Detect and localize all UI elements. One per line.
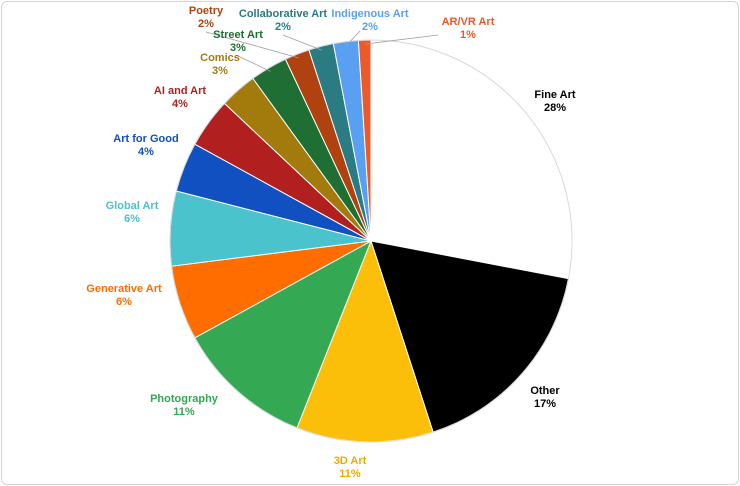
pie-outline bbox=[169, 39, 573, 443]
label-name-ar-vr-art: AR/VR Art bbox=[442, 16, 495, 28]
label-pct-fine-art: 28% bbox=[544, 102, 566, 114]
label-pct-3d-art: 11% bbox=[339, 468, 361, 480]
label-pct-ai-and-art: 4% bbox=[172, 98, 188, 110]
leader-indigenous-art bbox=[346, 30, 361, 46]
label-name-other: Other bbox=[530, 385, 560, 397]
label-name-comics: Comics bbox=[200, 52, 240, 64]
label-name-fine-art: Fine Art bbox=[534, 89, 575, 101]
label-name-indigenous-art: Indigenous Art bbox=[331, 8, 409, 20]
pie-slices bbox=[169, 39, 573, 443]
label-street-art: Street Art 3% bbox=[213, 29, 263, 54]
label-name-photography: Photography bbox=[150, 393, 219, 405]
label-name-poetry: Poetry bbox=[189, 5, 224, 17]
label-name-ai-and-art: AI and Art bbox=[154, 85, 206, 97]
label-pct-photography: 11% bbox=[173, 406, 195, 418]
label-ai-and-art: AI and Art 4% bbox=[154, 85, 206, 110]
label-indigenous-art: Indigenous Art 2% bbox=[331, 8, 409, 33]
label-pct-comics: 3% bbox=[212, 65, 228, 77]
label-pct-poetry: 2% bbox=[198, 18, 214, 30]
label-pct-generative-art: 6% bbox=[116, 296, 132, 308]
label-ar-vr-art: AR/VR Art 1% bbox=[442, 16, 495, 41]
label-global-art: Global Art 6% bbox=[106, 200, 159, 225]
label-name-3d-art: 3D Art bbox=[334, 455, 367, 467]
label-name-street-art: Street Art bbox=[213, 29, 263, 41]
label-pct-global-art: 6% bbox=[124, 213, 140, 225]
label-3d-art: 3D Art 11% bbox=[334, 455, 367, 480]
leader-collaborative-art bbox=[282, 34, 323, 51]
label-pct-ar-vr-art: 1% bbox=[460, 29, 476, 41]
label-generative-art: Generative Art 6% bbox=[86, 283, 162, 308]
label-name-collaborative-art: Collaborative Art bbox=[239, 8, 328, 20]
label-pct-other: 17% bbox=[534, 398, 556, 410]
slice-labels: Fine Art 28%Other 17%3D Art 11%Photography 1… bbox=[86, 5, 576, 480]
label-art-for-good: Art for Good 4% bbox=[113, 133, 178, 158]
label-other: Other 17% bbox=[530, 385, 560, 410]
label-pct-street-art: 3% bbox=[230, 42, 246, 54]
leader-lines bbox=[205, 30, 439, 72]
label-comics: Comics 3% bbox=[200, 52, 240, 77]
label-name-generative-art: Generative Art bbox=[86, 283, 162, 295]
label-pct-indigenous-art: 2% bbox=[362, 21, 378, 33]
label-collaborative-art: Collaborative Art 2% bbox=[239, 8, 328, 33]
label-poetry: Poetry 2% bbox=[189, 5, 224, 30]
leader-street-art bbox=[237, 55, 271, 72]
label-name-global-art: Global Art bbox=[106, 200, 159, 212]
leader-ar-vr-art bbox=[364, 34, 439, 45]
leader-poetry bbox=[205, 31, 299, 59]
label-fine-art: Fine Art 28% bbox=[534, 89, 575, 114]
label-pct-collaborative-art: 2% bbox=[275, 21, 291, 33]
label-photography: Photography 11% bbox=[150, 393, 219, 418]
slice-fine-art bbox=[370, 39, 573, 280]
label-name-art-for-good: Art for Good bbox=[113, 133, 178, 145]
label-pct-art-for-good: 4% bbox=[138, 146, 154, 158]
